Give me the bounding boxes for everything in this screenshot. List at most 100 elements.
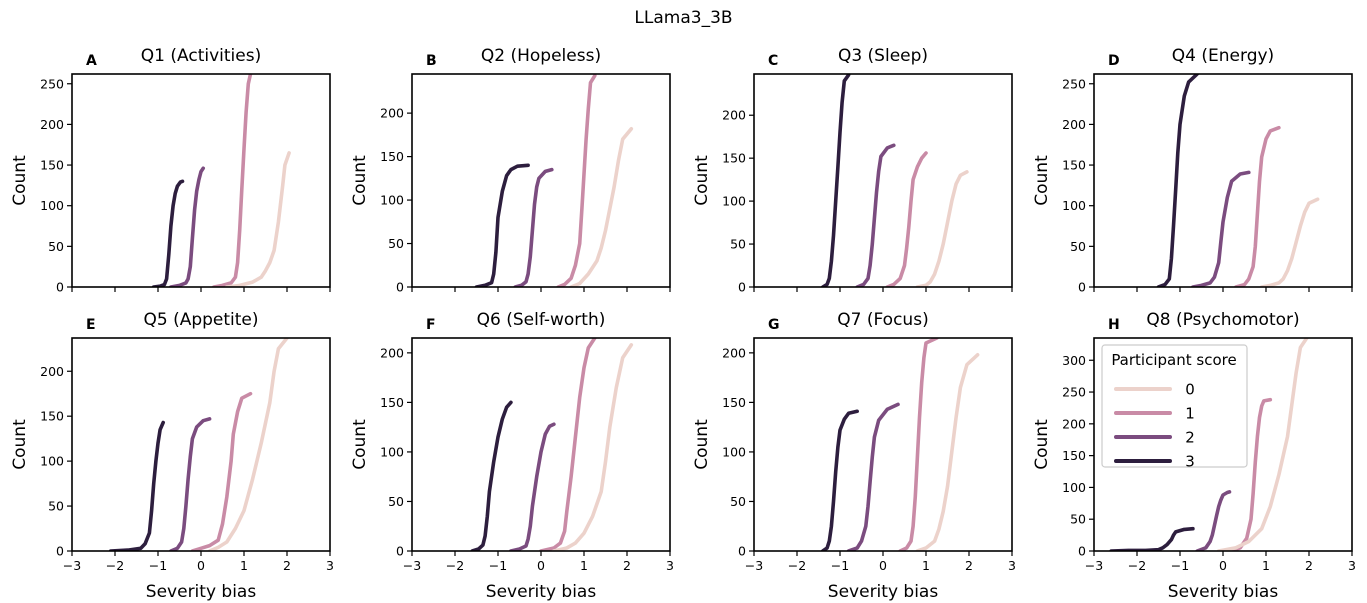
legend-title: Participant score	[1111, 351, 1236, 369]
y-axis-label: Count	[10, 419, 30, 470]
series-group	[470, 338, 634, 551]
x-tick-label: 2	[283, 558, 291, 573]
y-tick-label: 150	[1062, 158, 1086, 173]
series-line-score-0	[552, 343, 634, 551]
panel-title: Q4 (Energy)	[1172, 46, 1274, 66]
y-tick-label: 200	[40, 364, 64, 379]
y-tick-label: 150	[722, 395, 746, 410]
x-tick-label: 3	[326, 558, 334, 573]
series-line-score-1	[885, 151, 928, 287]
panel-title: Q2 (Hopeless)	[481, 46, 601, 66]
x-tick-label: −2	[106, 558, 124, 573]
series-line-score-0	[207, 338, 289, 551]
axes-frame	[71, 73, 331, 288]
y-tick-label: 50	[48, 239, 64, 254]
series-line-score-0	[915, 170, 969, 287]
y-tick-label: 50	[388, 236, 404, 251]
y-axis-label: Count	[10, 155, 30, 206]
series-line-score-0	[1216, 338, 1309, 551]
panel-D: 0 50 100 150 200 250 Count Q4 (Energy) D	[1032, 46, 1353, 295]
y-axis-label: Count	[692, 155, 712, 206]
panel-A: 0 50 100 150 200 250 Count Q1 (Activities) A	[10, 46, 331, 295]
y-tick-label: 0	[738, 544, 746, 559]
y-tick-label: 50	[730, 237, 746, 252]
figure-title: LLama3_3B	[634, 8, 733, 28]
axes-frame	[71, 337, 331, 552]
y-tick-label: 100	[380, 444, 404, 459]
axes-frame	[753, 73, 1013, 288]
x-axis-label: Severity bias	[1168, 582, 1279, 602]
series-line-score-3	[474, 163, 530, 287]
x-tick-label: −2	[788, 558, 806, 573]
axes-frame	[411, 73, 671, 288]
panel-title: Q7 (Focus)	[837, 310, 928, 330]
y-tick-label: 200	[722, 345, 746, 360]
y-tick-label: 100	[380, 193, 404, 208]
series-group	[474, 74, 634, 287]
x-tick-label: 0	[879, 558, 887, 573]
series-line-score-3	[470, 400, 513, 551]
x-tick-label: 3	[1348, 558, 1356, 573]
panel-title: Q6 (Self-worth)	[477, 310, 606, 330]
legend: Participant score 0 1 2 3	[1101, 344, 1248, 471]
y-tick-label: 200	[722, 108, 746, 123]
y-tick-label: 50	[1070, 512, 1086, 527]
x-tick-label: 0	[1219, 558, 1227, 573]
x-tick-label: −1	[149, 558, 167, 573]
x-tick-label: 3	[666, 558, 674, 573]
series-group	[820, 338, 980, 551]
series-line-score-2	[169, 166, 205, 287]
series-line-score-0	[225, 151, 291, 287]
y-tick-label: 200	[380, 345, 404, 360]
y-tick-label: 50	[388, 494, 404, 509]
series-line-score-1	[212, 74, 253, 287]
series-line-score-1	[539, 338, 597, 551]
y-axis-label: Count	[1032, 419, 1052, 470]
series-line-score-3	[820, 409, 860, 551]
x-tick-label: 2	[1305, 558, 1313, 573]
x-axis-label: Severity bias	[828, 582, 939, 602]
series-line-score-2	[1191, 170, 1251, 287]
series-line-score-1	[190, 391, 253, 551]
x-tick-label: −3	[63, 558, 81, 573]
y-tick-label: 150	[722, 151, 746, 166]
y-axis-label: Count	[692, 419, 712, 470]
panel-letter: E	[86, 317, 96, 333]
series-line-score-3	[1156, 74, 1199, 287]
y-tick-label: 150	[40, 409, 64, 424]
y-tick-label: 0	[56, 544, 64, 559]
y-axis-label: Count	[1032, 155, 1052, 206]
y-tick-label: 200	[40, 117, 64, 132]
y-tick-label: 0	[396, 544, 404, 559]
series-line-score-2	[513, 167, 554, 287]
panel-letter: G	[768, 317, 780, 333]
y-tick-label: 250	[40, 76, 64, 91]
x-tick-label: 1	[922, 558, 930, 573]
y-tick-label: 0	[56, 280, 64, 295]
x-tick-label: 0	[537, 558, 545, 573]
x-axis-label: Severity bias	[146, 582, 257, 602]
y-tick-label: 0	[738, 280, 746, 295]
x-tick-label: −1	[489, 558, 507, 573]
legend-label-score-0: 0	[1185, 381, 1195, 399]
y-tick-label: 200	[1062, 117, 1086, 132]
series-line-score-2	[509, 422, 556, 551]
y-tick-label: 150	[1062, 448, 1086, 463]
y-tick-label: 100	[40, 198, 64, 213]
panel-B: 0 50 100 150 200 Count Q2 (Hopeless) B	[350, 46, 671, 295]
y-axis-label: Count	[350, 155, 370, 206]
legend-label-score-1: 1	[1185, 405, 1195, 423]
x-tick-label: 3	[1008, 558, 1016, 573]
axes-frame	[1093, 73, 1353, 288]
y-tick-label: 250	[1062, 76, 1086, 91]
series-line-score-0	[915, 352, 980, 551]
series-line-score-3	[108, 420, 165, 551]
y-axis-label: Count	[350, 419, 370, 470]
panel-G: 0 50 100 150 200 −3 −2 −1 0 1 2 3 Count Severity bias…	[692, 310, 1016, 602]
x-tick-label: 0	[197, 558, 205, 573]
y-tick-label: 0	[1078, 280, 1086, 295]
x-tick-label: −3	[1085, 558, 1103, 573]
series-line-score-2	[846, 402, 900, 551]
series-line-score-3	[820, 74, 851, 287]
panel-title: Q3 (Sleep)	[838, 46, 928, 66]
